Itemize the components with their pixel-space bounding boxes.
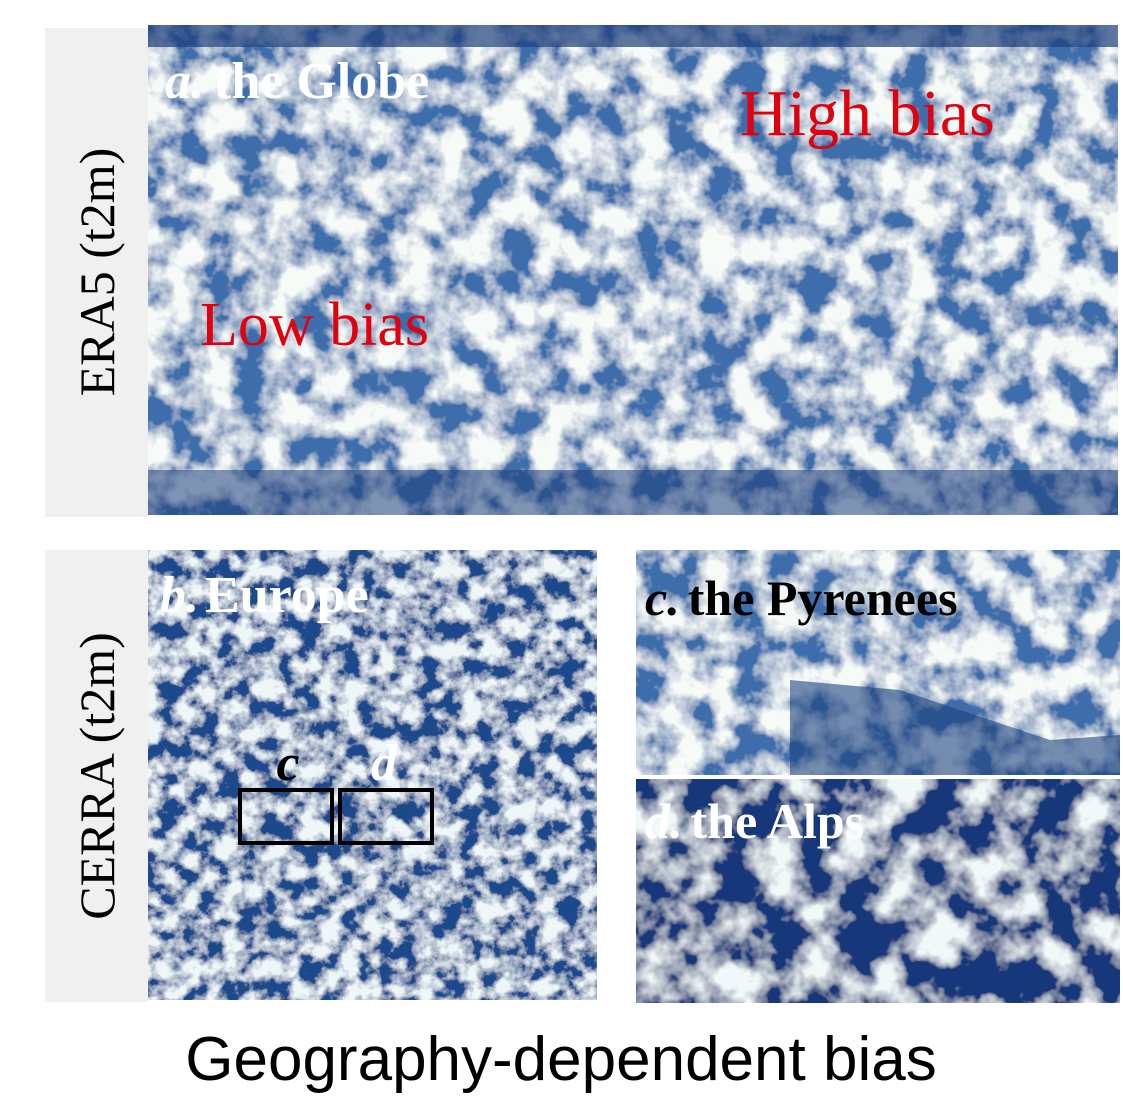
figure: ERA5 (t2m) CERRA (t2m) a.the Globe High … [0, 0, 1123, 1097]
page: ERA5 (t2m) CERRA (t2m) a.the Globe High … [0, 0, 1123, 1097]
panel-letter: b. [160, 567, 199, 624]
map-edge [148, 25, 1118, 47]
box-label: d [371, 735, 398, 792]
caption: Geography-dependent bias [185, 1025, 936, 1094]
panel-title: the Alps [691, 793, 865, 849]
panel-label: b.Europe [160, 567, 369, 624]
map-edge [148, 470, 1118, 515]
panel-title: the Globe [214, 53, 429, 110]
panel-label: c.the Pyrenees [645, 570, 958, 626]
panel-letter: c. [645, 570, 680, 626]
row-label: ERA5 (t2m) [69, 148, 125, 397]
annotation: Low bias [200, 291, 429, 359]
panel-letter: a. [165, 53, 204, 110]
panel-letter: d. [645, 793, 683, 849]
panel-label: d.the Alps [645, 793, 864, 849]
annotation: High bias [740, 77, 995, 150]
box-label: c [276, 735, 299, 792]
row-label: CERRA (t2m) [69, 632, 125, 920]
panel-title: Europe [205, 567, 369, 624]
panel-title: the Pyrenees [688, 570, 958, 626]
